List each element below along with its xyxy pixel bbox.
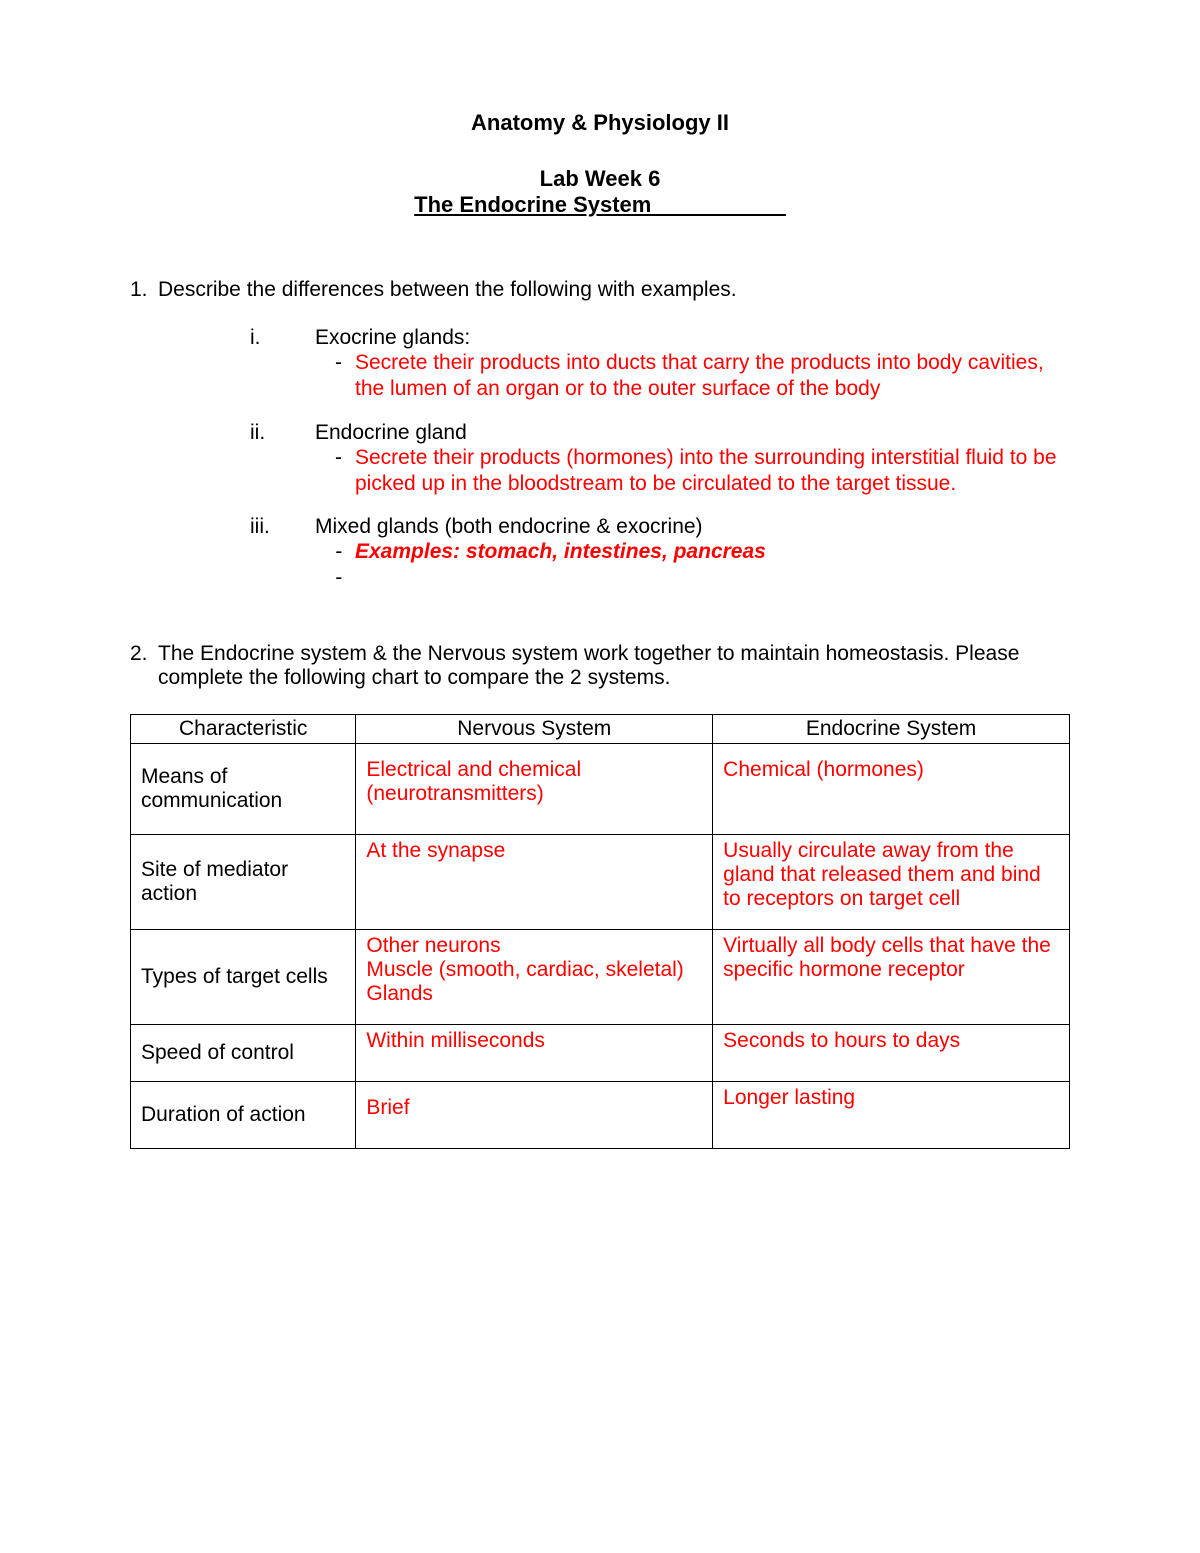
cell-endocrine: Longer lasting	[723, 1086, 855, 1109]
q1-label-ii: Endocrine gland	[315, 421, 467, 445]
q1-label-i: Exocrine glands:	[315, 326, 470, 350]
roman-ii: ii.	[250, 421, 315, 445]
cell-characteristic: Means of communication	[131, 743, 356, 834]
q1-label-iii: Mixed glands (both endocrine & exocrine)	[315, 515, 703, 539]
table-row: Site of mediator action At the synapse U…	[131, 834, 1070, 929]
question-1: 1.Describe the differences between the f…	[130, 278, 1070, 302]
q1-answer-i: - Secrete their products into ducts that…	[250, 350, 1070, 403]
th-characteristic: Characteristic	[131, 714, 356, 743]
table-row: Speed of control Within milliseconds Sec…	[131, 1024, 1070, 1081]
q1-sublist: i.Exocrine glands: - Secrete their produ…	[130, 326, 1070, 592]
table-row: Duration of action Brief Longer lasting	[131, 1081, 1070, 1148]
lab-title: The Endocrine System	[414, 192, 786, 218]
roman-iii: iii.	[250, 515, 315, 539]
cell-nervous: Brief	[366, 1096, 409, 1119]
q1-answer-i-text: Secrete their products into ducts that c…	[355, 351, 1044, 400]
course-title: Anatomy & Physiology II	[130, 110, 1070, 136]
q1-number: 1.	[130, 278, 158, 302]
cell-nervous: Electrical and chemical (neurotransmitte…	[366, 758, 581, 805]
th-nervous: Nervous System	[356, 714, 713, 743]
q1-answer-ii: - Secrete their products (hormones) into…	[250, 445, 1070, 498]
cell-nervous: Other neuronsMuscle (smooth, cardiac, sk…	[366, 934, 683, 1005]
q2-number: 2.	[130, 642, 158, 666]
cell-characteristic: Speed of control	[131, 1024, 356, 1081]
q1-answer-iii: - Examples: stomach, intestines, pancrea…	[250, 539, 1070, 592]
question-2: 2.The Endocrine system & the Nervous sys…	[130, 642, 1070, 690]
lab-week: Lab Week 6	[130, 166, 1070, 192]
roman-i: i.	[250, 326, 315, 350]
q1-answer-iii-text: Examples: stomach, intestines, pancreas	[355, 540, 766, 563]
title-block: Anatomy & Physiology II Lab Week 6 The E…	[130, 110, 1070, 218]
th-endocrine: Endocrine System	[713, 714, 1070, 743]
cell-characteristic: Site of mediator action	[131, 834, 356, 929]
cell-endocrine: Virtually all body cells that have the s…	[723, 934, 1051, 981]
cell-endocrine: Usually circulate away from the gland th…	[723, 839, 1041, 910]
q1-item-i: i.Exocrine glands: - Secrete their produ…	[250, 326, 1070, 403]
table-row: Types of target cells Other neuronsMuscl…	[131, 929, 1070, 1024]
table-header-row: Characteristic Nervous System Endocrine …	[131, 714, 1070, 743]
cell-nervous: Within milliseconds	[366, 1029, 545, 1052]
q1-answer-ii-text: Secrete their products (hormones) into t…	[355, 446, 1057, 495]
document-page: Anatomy & Physiology II Lab Week 6 The E…	[0, 0, 1200, 1229]
comparison-table: Characteristic Nervous System Endocrine …	[130, 714, 1070, 1149]
cell-characteristic: Duration of action	[131, 1081, 356, 1148]
cell-endocrine: Seconds to hours to days	[723, 1029, 960, 1052]
cell-endocrine: Chemical (hormones)	[723, 758, 924, 781]
table-row: Means of communication Electrical and ch…	[131, 743, 1070, 834]
q1-item-ii: ii.Endocrine gland - Secrete their produ…	[250, 421, 1070, 498]
cell-nervous: At the synapse	[366, 839, 505, 862]
q2-prompt: The Endocrine system & the Nervous syste…	[158, 642, 1019, 689]
cell-characteristic: Types of target cells	[131, 929, 356, 1024]
q1-prompt: Describe the differences between the fol…	[158, 278, 737, 301]
q1-item-iii: iii.Mixed glands (both endocrine & exocr…	[250, 515, 1070, 592]
